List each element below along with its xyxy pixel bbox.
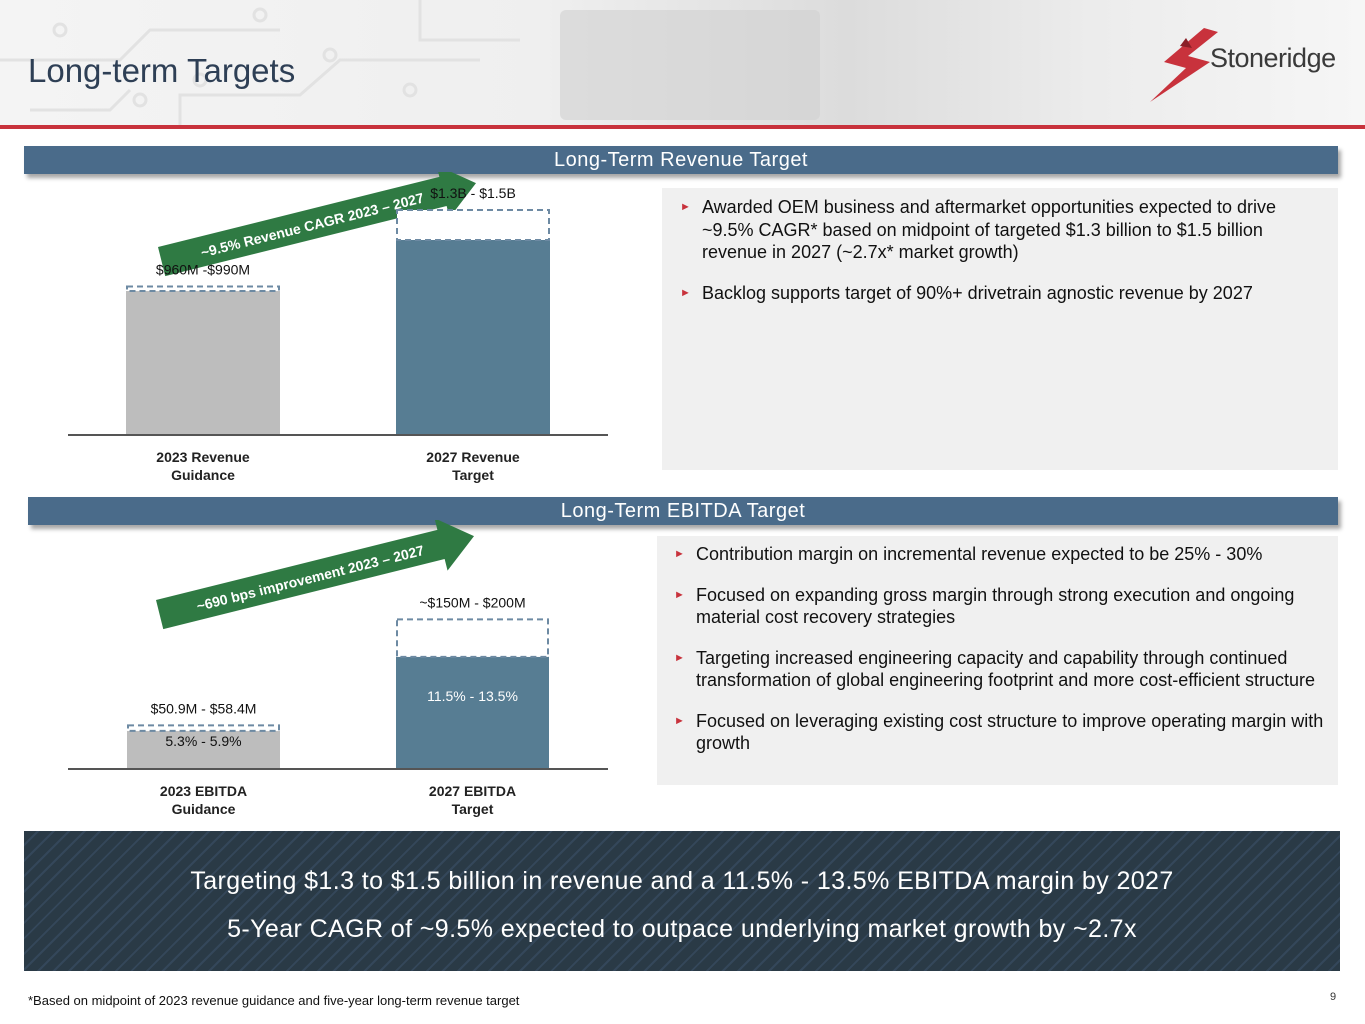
bar-margin-label: 11.5% - 13.5% [427,688,518,704]
revenue-bullets-panel: ► Awarded OEM business and aftermarket op… [662,188,1338,470]
bar-margin-label: 5.3% - 5.9% [165,733,241,749]
growth-arrow-label: ~690 bps improvement 2023 – 2027 [195,542,426,614]
revenue-bullet-list: ► Awarded OEM business and aftermarket op… [680,196,1322,322]
bar-solid [396,240,550,435]
page-number: 9 [1330,991,1337,1003]
bullet-arrow-icon: ► [674,714,685,727]
ebitda-bullets-panel: ► Contribution margin on incremental reve… [657,536,1338,785]
x-tick-label: Target [452,467,494,483]
ebitda-target-chart: ~690 bps improvement 2023 – 2027 $50.9M -… [68,520,608,817]
revenue-bullet: ► Backlog supports target of 90%+ drivetr… [680,282,1253,303]
bar-solid [396,656,549,769]
bullet-arrow-icon: ► [674,548,685,560]
growth-arrow-shape [158,172,477,277]
bar-range-dashed [396,618,549,658]
growth-arrow-shape [156,520,475,630]
bullet-arrow-icon: ► [680,286,691,299]
x-tick-label: 2023 EBITDA [160,783,247,799]
summary-banner: Targeting $1.3 to $1.5 billion in revenu… [24,831,1340,971]
slide-header: Long-term Targets Stoneridge [0,0,1365,126]
revenue-section-band: Long-Term Revenue Target [24,146,1338,174]
logo-wordmark: Stoneridge [1210,43,1336,73]
x-tick-label: Target [452,801,494,817]
summary-line-2: 5-Year CAGR of ~9.5% expected to outpace… [227,915,1137,943]
stoneridge-logo-icon [1150,28,1218,102]
ebitda-bullet: ► Contribution margin on incremental reve… [674,544,1263,564]
ebitda-section-band: Long-Term EBITDA Target [28,497,1338,525]
x-tick-label: 2023 Revenue [156,449,250,465]
x-tick-label: Guidance [171,467,235,483]
bullet-arrow-icon: ► [674,588,685,601]
summary-line-1: Targeting $1.3 to $1.5 billion in revenu… [190,867,1174,895]
bar-range-dashed [126,285,280,292]
x-tick-label: 2027 Revenue [426,449,520,465]
ebitda-bullet: ► Focused on leveraging existing cost str… [674,710,1324,754]
bullet-arrow-icon: ► [680,201,691,213]
bar-solid [126,291,280,435]
bar-range-label: ~$150M - $200M [419,594,525,610]
bar-range-label: $1.3B - $1.5B [430,185,516,201]
bar-solid [127,730,280,769]
ebitda-bullet: ► Focused on expanding gross margin throu… [674,584,1295,628]
bar-range-label: $960M -$990M [156,262,250,278]
footnote: *Based on midpoint of 2023 revenue guida… [28,993,520,1008]
revenue-bullet: ► Awarded OEM business and aftermarket op… [680,197,1276,262]
header-divider [0,125,1365,129]
bar-range-dashed [396,209,550,241]
ebitda-bullet-list: ► Contribution margin on incremental reve… [674,543,1326,773]
bar-range-label: $50.9M - $58.4M [151,700,257,716]
page-title: Long-term Targets [28,52,296,89]
bar-range-dashed [127,724,280,732]
x-tick-label: Guidance [172,801,236,817]
ebitda-bullet: ► Targeting increased engineering capacit… [674,647,1316,691]
bullet-arrow-icon: ► [674,651,685,664]
revenue-target-chart: ~9.5% Revenue CAGR 2023 – 2027 $960M -$99… [68,172,608,483]
x-tick-label: 2027 EBITDA [429,783,516,799]
growth-arrow-label: ~9.5% Revenue CAGR 2023 – 2027 [199,189,425,260]
circuit-background-decoration [0,0,820,126]
